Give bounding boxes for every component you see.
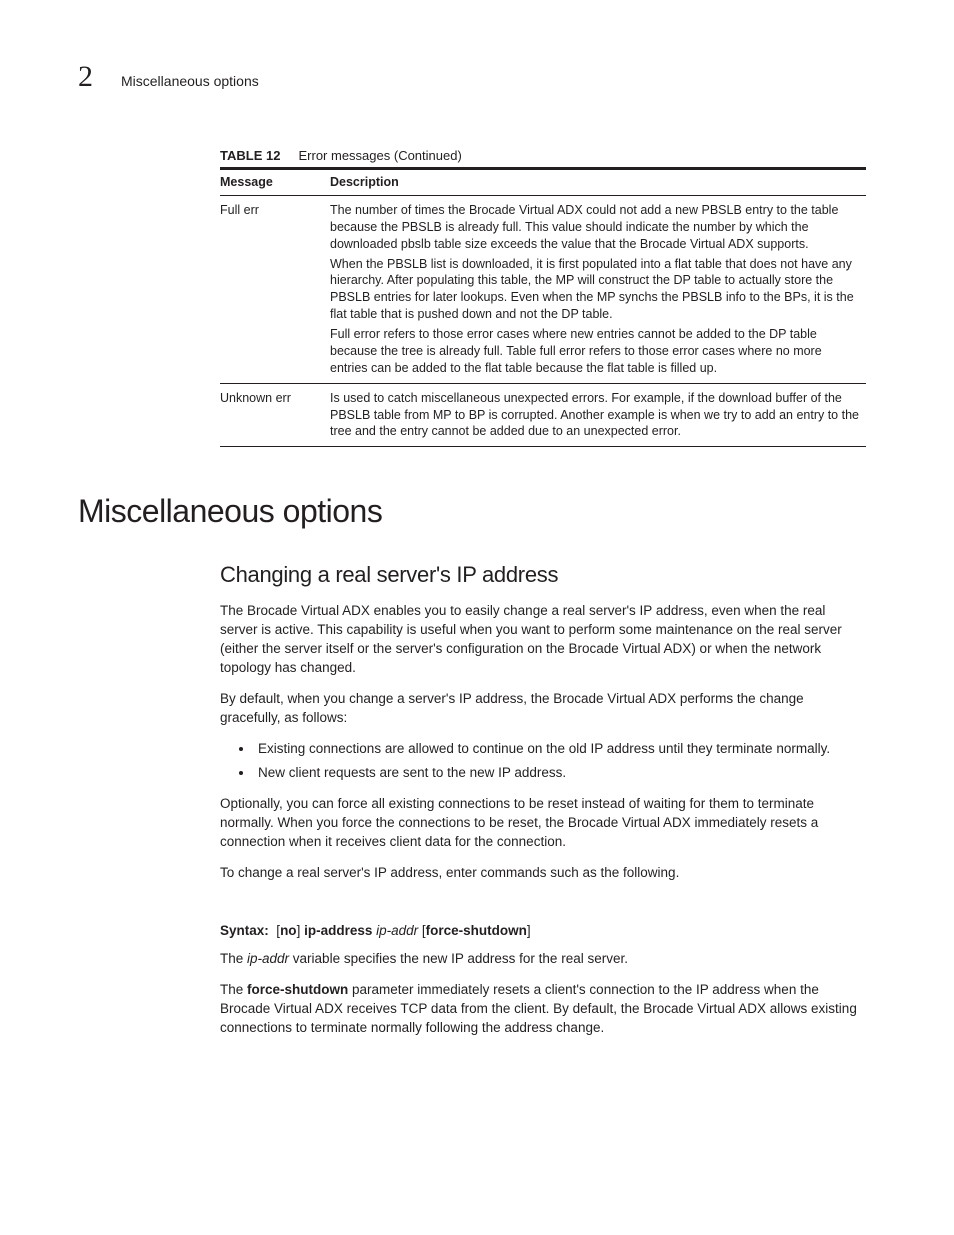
table-row: Unknown err Is used to catch miscellaneo… (220, 383, 866, 447)
table-row: Full err The number of times the Brocade… (220, 195, 866, 383)
body-para: The force-shutdown parameter immediately… (220, 981, 866, 1038)
page-header: 2 Miscellaneous options (78, 60, 876, 94)
desc-para: Full error refers to those error cases w… (330, 326, 860, 377)
table-caption-text: Error messages (Continued) (299, 148, 462, 163)
syntax-seg: no (280, 923, 297, 938)
text-seg: variable specifies the new IP address fo… (289, 951, 628, 966)
table-caption-label: TABLE 12 (220, 148, 280, 163)
desc-para: When the PBSLB list is downloaded, it is… (330, 256, 860, 324)
table-header-row: Message Description (220, 169, 866, 196)
cell-description: The number of times the Brocade Virtual … (330, 195, 866, 383)
body-para: By default, when you change a server's I… (220, 690, 866, 728)
bullet-list: Existing connections are allowed to cont… (254, 740, 866, 784)
text-seg: The (220, 951, 247, 966)
table-caption: TABLE 12 Error messages (Continued) (220, 148, 866, 163)
cell-message: Unknown err (220, 383, 330, 447)
chapter-title: Miscellaneous options (121, 73, 259, 89)
cell-message: Full err (220, 195, 330, 383)
syntax-seg: force-shutdown (426, 923, 527, 938)
syntax-label: Syntax: (220, 923, 269, 938)
sub-heading: Changing a real server's IP address (220, 562, 866, 588)
desc-para: Is used to catch miscellaneous unexpecte… (330, 390, 860, 441)
syntax-seg: ] (297, 923, 305, 938)
text-seg: The (220, 982, 247, 997)
body-para: To change a real server's IP address, en… (220, 864, 866, 883)
body-para: The Brocade Virtual ADX enables you to e… (220, 602, 866, 678)
text-seg: force-shutdown (247, 982, 348, 997)
body-para: Optionally, you can force all existing c… (220, 795, 866, 852)
text-seg: ip-addr (247, 951, 289, 966)
body-para: The ip-addr variable specifies the new I… (220, 950, 866, 969)
desc-para: The number of times the Brocade Virtual … (330, 202, 860, 253)
list-item: New client requests are sent to the new … (254, 764, 866, 783)
col-description: Description (330, 169, 866, 196)
list-item: Existing connections are allowed to cont… (254, 740, 866, 759)
syntax-seg: ip-address (304, 923, 372, 938)
chapter-number: 2 (78, 60, 93, 94)
main-heading: Miscellaneous options (78, 493, 876, 530)
error-table: Message Description Full err The number … (220, 167, 866, 447)
section-content: Changing a real server's IP address The … (220, 562, 866, 1037)
col-message: Message (220, 169, 330, 196)
syntax-seg: [ (418, 923, 426, 938)
syntax-seg: ] (527, 923, 531, 938)
syntax-seg: ip-addr (376, 923, 418, 938)
page-content: TABLE 12 Error messages (Continued) Mess… (220, 148, 866, 447)
syntax-line: Syntax: [no] ip-address ip-addr [force-s… (220, 923, 866, 938)
cell-description: Is used to catch miscellaneous unexpecte… (330, 383, 866, 447)
